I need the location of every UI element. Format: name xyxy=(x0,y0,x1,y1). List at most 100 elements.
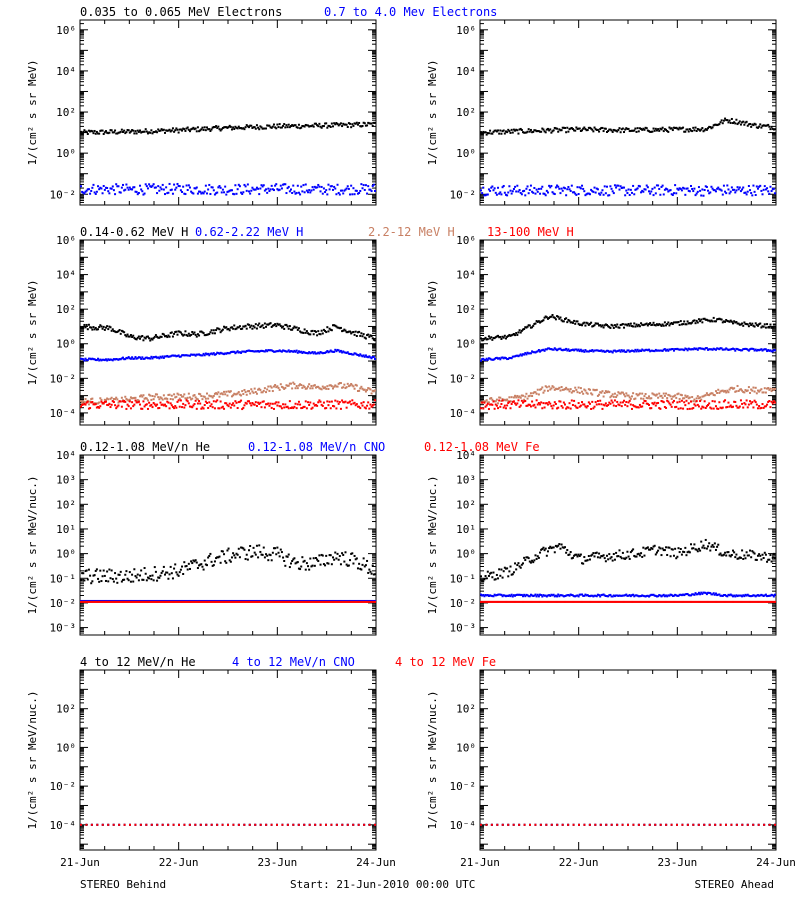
data-point xyxy=(634,398,636,400)
data-point xyxy=(107,328,109,330)
data-point xyxy=(194,403,196,405)
data-point xyxy=(681,394,683,396)
data-point xyxy=(124,401,126,403)
data-point xyxy=(239,556,241,558)
data-point xyxy=(172,398,174,400)
data-point xyxy=(352,187,354,189)
data-point xyxy=(574,130,576,132)
data-point xyxy=(366,124,368,126)
data-point xyxy=(604,185,606,187)
y-axis-label: 1/(cm² s sr MeV) xyxy=(26,60,39,166)
data-point xyxy=(743,391,745,393)
data-point xyxy=(756,404,758,406)
data-point xyxy=(110,406,112,408)
data-point xyxy=(206,564,208,566)
data-point xyxy=(80,185,82,187)
data-point xyxy=(89,407,91,409)
data-point xyxy=(542,319,544,321)
data-point xyxy=(190,560,192,562)
data-point xyxy=(308,189,310,191)
data-point xyxy=(527,131,529,133)
data-point xyxy=(348,188,350,190)
data-point xyxy=(103,185,105,187)
data-point xyxy=(236,193,238,195)
data-point xyxy=(283,123,285,125)
data-point xyxy=(207,398,209,400)
data-point xyxy=(279,389,281,391)
data-point xyxy=(638,130,640,132)
data-point xyxy=(559,192,561,194)
data-point xyxy=(729,192,731,194)
data-point xyxy=(741,323,743,325)
data-point xyxy=(529,189,531,191)
data-point xyxy=(346,407,348,409)
data-point xyxy=(281,187,283,189)
data-point xyxy=(570,408,572,410)
data-point xyxy=(222,406,224,408)
data-point xyxy=(96,568,98,570)
data-point xyxy=(145,183,147,185)
data-point xyxy=(196,130,198,132)
data-point xyxy=(284,126,286,128)
y-tick-label: 10⁻⁴ xyxy=(450,407,477,420)
data-point xyxy=(713,408,715,410)
data-point xyxy=(182,403,184,405)
data-point xyxy=(335,407,337,409)
data-point xyxy=(701,188,703,190)
data-point xyxy=(587,405,589,407)
data-point xyxy=(350,126,352,128)
data-point xyxy=(540,388,542,390)
data-point xyxy=(581,391,583,393)
data-point xyxy=(640,398,642,400)
data-point xyxy=(147,408,149,410)
data-point xyxy=(208,555,210,557)
data-point xyxy=(618,404,620,406)
data-point xyxy=(373,184,375,186)
data-point xyxy=(315,331,317,333)
data-point xyxy=(366,193,368,195)
data-point xyxy=(576,391,578,393)
data-point xyxy=(737,385,739,387)
data-point xyxy=(152,406,154,408)
data-point xyxy=(354,555,356,557)
data-point xyxy=(158,398,160,400)
data-point xyxy=(316,186,318,188)
data-point xyxy=(237,554,239,556)
data-point xyxy=(523,328,525,330)
data-point xyxy=(243,404,245,406)
data-point xyxy=(363,333,365,335)
data-point xyxy=(97,578,99,580)
data-point xyxy=(508,130,510,132)
data-point xyxy=(147,187,149,189)
data-point xyxy=(735,405,737,407)
data-point xyxy=(102,192,104,194)
data-point xyxy=(255,401,257,403)
data-point xyxy=(697,321,699,323)
data-point xyxy=(169,407,171,409)
data-point xyxy=(631,408,633,410)
data-point xyxy=(189,187,191,189)
data-point xyxy=(607,404,609,406)
data-point xyxy=(521,193,523,195)
data-point xyxy=(632,392,634,394)
data-point xyxy=(259,188,261,190)
data-point xyxy=(531,395,533,397)
data-point xyxy=(254,404,256,406)
data-point xyxy=(98,133,100,135)
data-point xyxy=(734,191,736,193)
data-point xyxy=(325,122,327,124)
data-point xyxy=(262,324,264,326)
data-point xyxy=(254,326,256,328)
data-point xyxy=(195,128,197,130)
data-point xyxy=(485,131,487,133)
data-point xyxy=(213,400,215,402)
data-point xyxy=(499,129,501,131)
data-point xyxy=(175,571,177,573)
data-point xyxy=(344,551,346,553)
data-point xyxy=(658,393,660,395)
data-point xyxy=(723,120,725,122)
data-point xyxy=(211,561,213,563)
data-point xyxy=(539,193,541,195)
data-point xyxy=(372,565,374,567)
data-point xyxy=(599,194,601,196)
